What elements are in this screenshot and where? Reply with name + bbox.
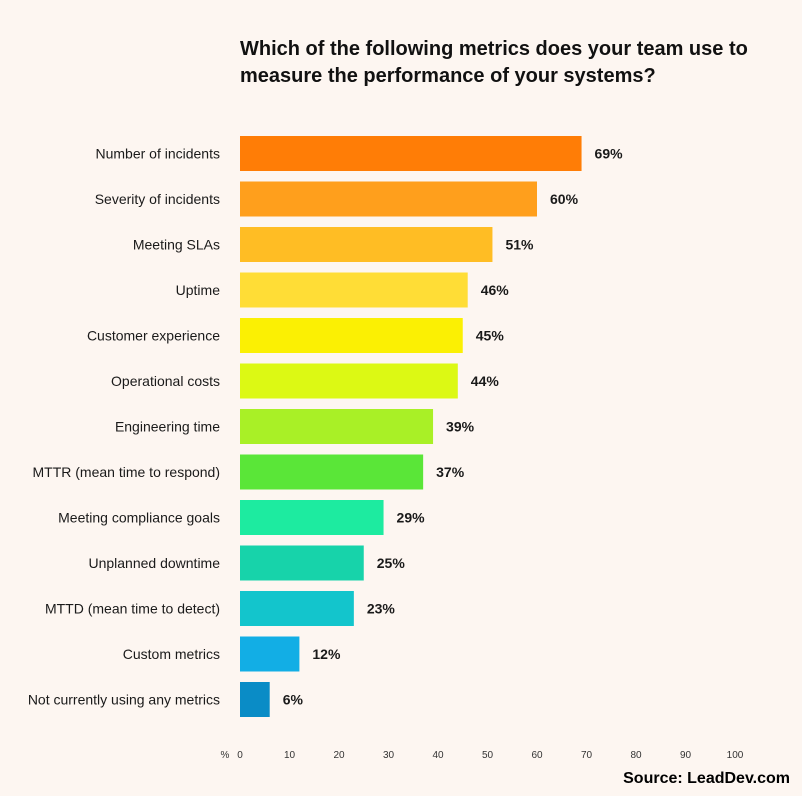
x-tick-label: 10 [284, 750, 296, 761]
category-label: Unplanned downtime [88, 555, 220, 571]
value-label: 44% [471, 373, 500, 389]
x-tick-label: 40 [432, 750, 444, 761]
bar [240, 682, 270, 717]
x-tick-label: 0 [237, 750, 243, 761]
category-label: Custom metrics [123, 646, 220, 662]
value-label: 12% [312, 646, 341, 662]
category-label: Meeting compliance goals [58, 510, 220, 526]
x-tick-label: 20 [333, 750, 345, 761]
value-label: 23% [367, 601, 396, 617]
x-tick-label: 100 [727, 750, 744, 761]
category-label: Engineering time [115, 419, 220, 435]
value-label: 69% [595, 146, 624, 162]
value-label: 51% [505, 237, 534, 253]
bar [240, 272, 468, 308]
x-axis-unit-label: % [221, 750, 230, 761]
x-tick-label: 80 [630, 750, 642, 761]
bar [240, 545, 364, 581]
x-tick-label: 90 [680, 750, 692, 761]
bar [240, 318, 463, 353]
category-label: Customer experience [87, 328, 220, 344]
value-label: 45% [476, 328, 505, 344]
bar [240, 636, 300, 672]
category-label: Number of incidents [95, 146, 220, 162]
category-label: Uptime [176, 282, 221, 298]
bar [240, 136, 582, 171]
source-credit: Source: LeadDev.com [623, 770, 790, 787]
value-label: 46% [481, 282, 510, 298]
bars-layer: Number of incidents 69% Severity of incide… [28, 136, 623, 717]
category-label: Meeting SLAs [133, 237, 220, 253]
bar [240, 227, 493, 262]
category-label: Not currently using any metrics [28, 692, 220, 708]
bar [240, 500, 384, 535]
x-tick-label: 30 [383, 750, 395, 761]
x-tick-label: 60 [531, 750, 543, 761]
category-label: MTTR (mean time to respond) [33, 464, 221, 480]
category-label: Operational costs [111, 373, 220, 389]
value-label: 37% [436, 464, 465, 480]
value-label: 29% [397, 510, 426, 526]
x-tick-label: 50 [482, 750, 494, 761]
category-label: MTTD (mean time to detect) [45, 601, 220, 617]
bar [240, 409, 434, 444]
category-label: Severity of incidents [95, 191, 220, 207]
value-label: 60% [550, 191, 579, 207]
x-axis: % 0 10 20 30 40 50 60 70 80 90 100 [221, 750, 744, 761]
chart-title: Which of the following metrics does your… [240, 38, 748, 87]
value-label: 39% [446, 419, 475, 435]
bar [240, 591, 354, 626]
bar [240, 363, 458, 399]
x-tick-label: 70 [581, 750, 593, 761]
value-label: 25% [377, 555, 406, 571]
value-label: 6% [283, 692, 304, 708]
bar [240, 181, 537, 217]
bar [240, 454, 424, 490]
